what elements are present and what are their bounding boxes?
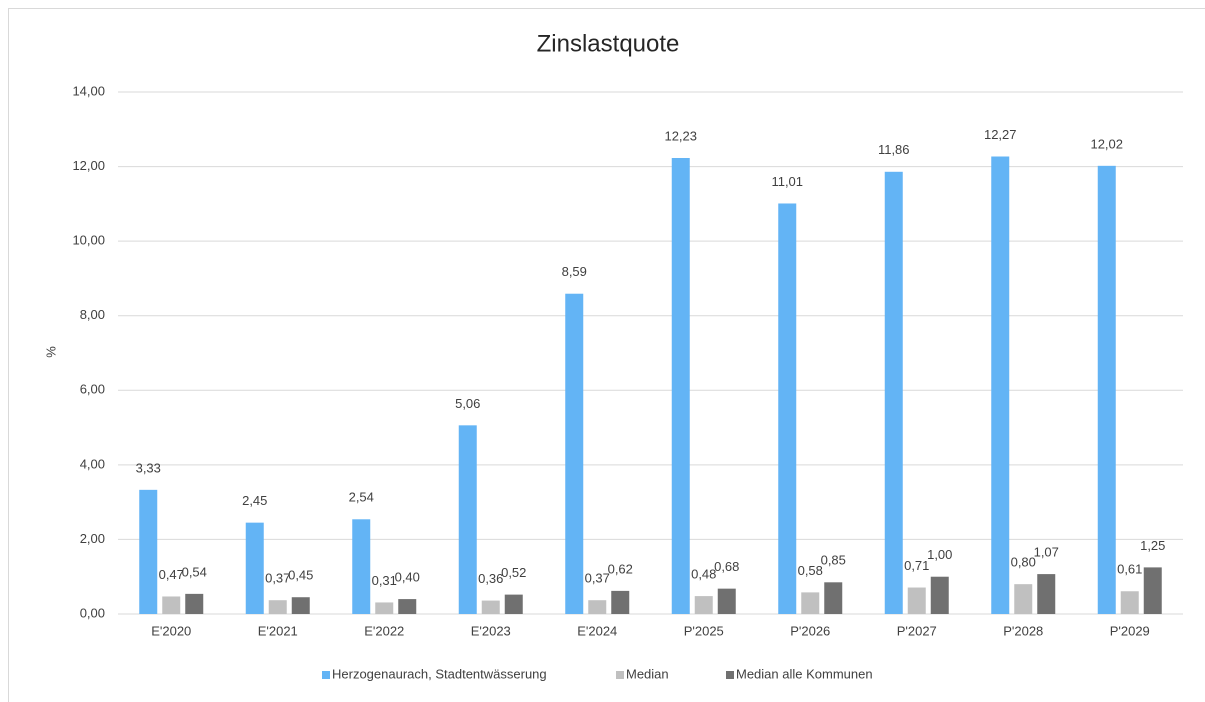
data-label: 12,27 (984, 127, 1017, 142)
legend-swatch (616, 671, 624, 679)
data-label: 0,71 (904, 558, 929, 573)
legend-label: Herzogenaurach, Stadtentwässerung (332, 666, 547, 681)
data-label: 8,59 (562, 264, 587, 279)
bar (694, 596, 713, 614)
data-label: 0,54 (182, 564, 207, 579)
chart-title: Zinslastquote (537, 30, 680, 57)
x-tick-label: E'2020 (151, 623, 191, 638)
data-label: 0,62 (608, 561, 633, 576)
x-tick-label: P'2028 (1003, 623, 1043, 638)
bar (458, 425, 477, 614)
legend-swatch (322, 671, 330, 679)
data-label: 0,47 (159, 567, 184, 582)
data-label: 0,37 (585, 571, 610, 586)
x-tick-label: E'2021 (258, 623, 298, 638)
data-label: 0,37 (265, 571, 290, 586)
legend-label: Median (626, 666, 669, 681)
bar (1037, 574, 1056, 614)
bar (1014, 584, 1033, 614)
data-label: 0,31 (372, 573, 397, 588)
x-tick-label: E'2022 (364, 623, 404, 638)
x-tick-label: P'2025 (684, 623, 724, 638)
data-label: 11,01 (771, 174, 803, 189)
bar (185, 593, 204, 614)
data-label: 0,61 (1117, 562, 1142, 577)
data-label: 5,06 (455, 396, 480, 411)
data-label: 1,25 (1140, 538, 1165, 553)
bar (717, 588, 736, 614)
bar (801, 592, 820, 614)
bar (824, 582, 843, 614)
y-tick-label: 6,00 (80, 382, 105, 397)
legend-label: Median alle Kommunen (736, 666, 873, 681)
data-label: 0,58 (798, 563, 823, 578)
y-tick-label: 0,00 (80, 605, 105, 620)
bar (778, 203, 797, 614)
bar (398, 599, 417, 614)
y-tick-label: 12,00 (72, 158, 105, 173)
y-tick-label: 10,00 (72, 233, 105, 248)
data-label: 12,23 (664, 128, 697, 143)
bar (930, 576, 949, 614)
bar (588, 600, 607, 614)
bar (1097, 165, 1116, 614)
bar (375, 602, 394, 614)
data-label: 0,85 (821, 553, 846, 568)
bar (245, 522, 264, 614)
data-label: 0,80 (1011, 555, 1036, 570)
data-label: 2,54 (349, 490, 374, 505)
bar (611, 590, 630, 614)
chart-frame (8, 8, 1205, 702)
bar (162, 596, 181, 614)
y-axis-label: % (43, 346, 58, 358)
x-tick-label: P'2027 (897, 623, 937, 638)
x-tick-label: E'2024 (577, 623, 617, 638)
data-label: 1,00 (927, 547, 952, 562)
y-tick-label: 14,00 (72, 83, 105, 98)
x-tick-label: P'2029 (1110, 623, 1150, 638)
bar (1143, 567, 1162, 614)
data-label: 0,52 (501, 565, 526, 580)
data-label: 0,68 (714, 559, 739, 574)
bar (907, 587, 926, 614)
data-label: 0,36 (478, 571, 503, 586)
bar (1120, 591, 1139, 614)
data-label: 12,02 (1090, 136, 1123, 151)
bar (671, 157, 690, 614)
bar (352, 519, 371, 614)
x-tick-label: E'2023 (471, 623, 511, 638)
data-label: 1,07 (1034, 545, 1059, 560)
bar (884, 171, 903, 614)
bar (268, 600, 287, 614)
data-label: 0,45 (288, 568, 313, 583)
y-tick-label: 2,00 (80, 531, 105, 546)
bar (481, 600, 500, 614)
bar (991, 156, 1010, 615)
data-label: 0,48 (691, 567, 716, 582)
bar (565, 293, 584, 614)
data-label: 11,86 (878, 142, 910, 157)
x-tick-label: P'2026 (790, 623, 830, 638)
bar (291, 597, 310, 614)
bar (504, 594, 523, 614)
bar (139, 489, 158, 614)
y-tick-label: 8,00 (80, 307, 105, 322)
y-tick-label: 4,00 (80, 456, 105, 471)
data-label: 2,45 (242, 493, 267, 508)
legend-swatch (726, 671, 734, 679)
data-label: 0,40 (395, 570, 420, 585)
data-label: 3,33 (136, 460, 161, 475)
